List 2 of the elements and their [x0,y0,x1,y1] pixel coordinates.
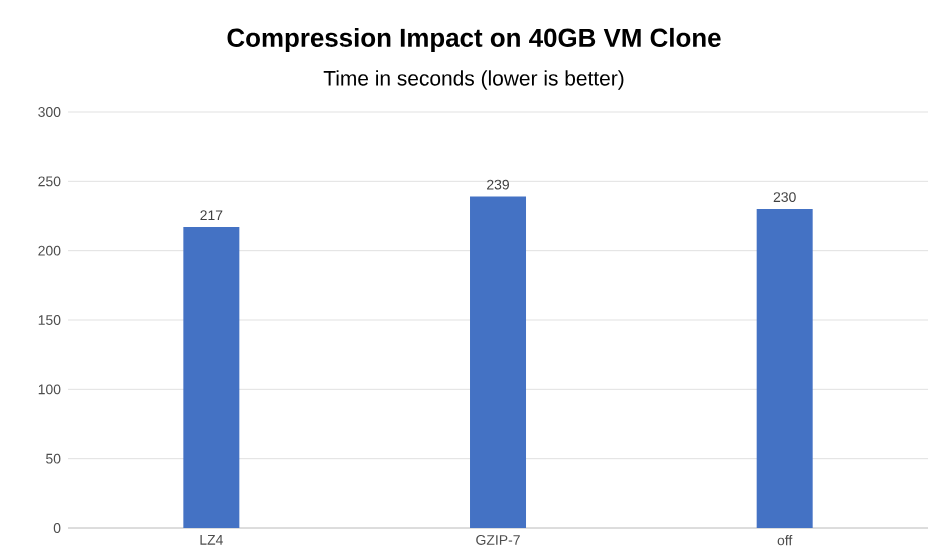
chart-subtitle: Time in seconds (lower is better) [323,70,624,90]
chart-title: Compression Impact on 40GB VM Clone [227,27,721,53]
